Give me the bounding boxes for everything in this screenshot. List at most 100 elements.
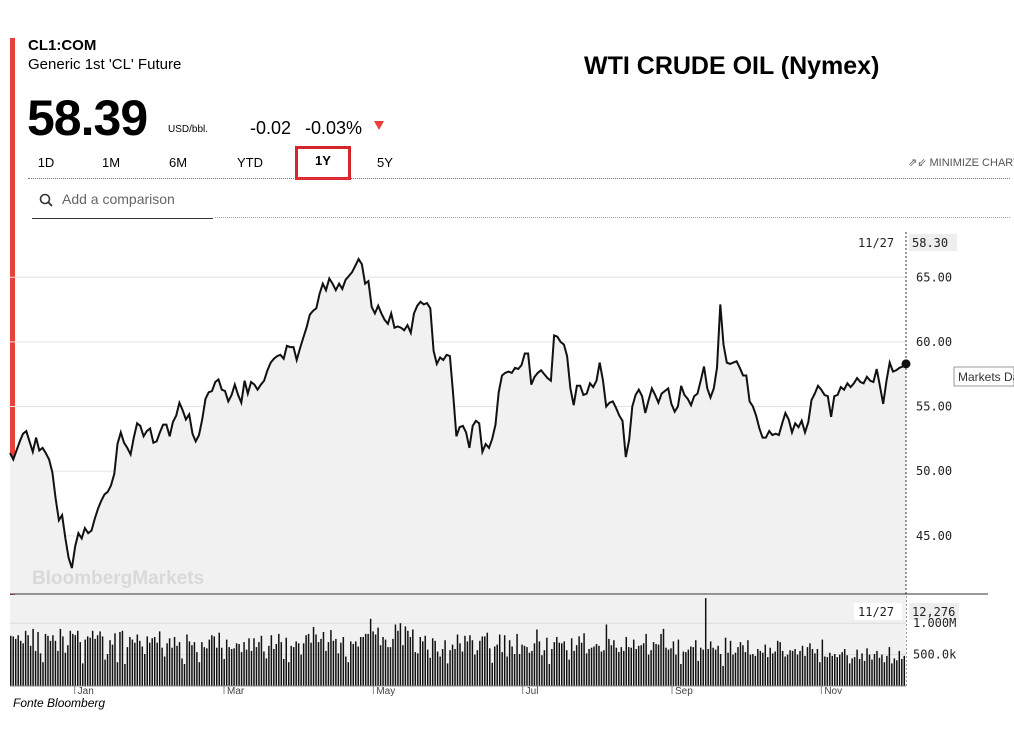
volume-bar [116, 662, 119, 686]
range-tab-5y[interactable]: 5Y [377, 155, 393, 170]
volume-bar [670, 648, 672, 686]
volume-bar [484, 636, 486, 686]
volume-bar [456, 634, 459, 686]
range-tab-6m[interactable]: 6M [168, 155, 188, 170]
volume-bar [148, 642, 151, 686]
volume-bar [332, 640, 335, 686]
price-tick-label: 55.00 [916, 400, 952, 414]
down-arrow-icon [374, 121, 384, 130]
volume-bar [901, 659, 903, 686]
volume-bar [866, 648, 868, 686]
volume-bar [640, 645, 642, 686]
x-tick-label: Jul [526, 686, 539, 697]
volume-bar [377, 627, 379, 686]
volume-bar [84, 639, 86, 686]
volume-bar [551, 649, 553, 686]
range-tab-1d[interactable]: 1D [37, 155, 55, 170]
volume-bar [439, 656, 441, 686]
volume-bar [17, 635, 19, 686]
volume-bar [223, 659, 225, 686]
volume-bar [422, 641, 424, 686]
volume-bar [553, 642, 556, 686]
volume-bar [330, 630, 332, 686]
volume-bar [216, 647, 218, 686]
volume-bar [883, 662, 886, 686]
search-divider [215, 217, 1010, 218]
volume-bar [265, 658, 268, 686]
volume-bar [459, 643, 461, 686]
volume-bar [322, 632, 325, 686]
volume-bar [764, 644, 767, 686]
volume-bar [769, 647, 771, 686]
comparison-search[interactable]: Add a comparison [32, 184, 213, 219]
volume-bar [593, 646, 595, 686]
volume-bar [355, 641, 357, 686]
volume-bar [620, 647, 623, 686]
volume-bar [181, 658, 183, 686]
volume-bar [119, 632, 121, 686]
volume-bar [610, 645, 613, 686]
volume-bar [193, 642, 196, 686]
volume-bar [10, 635, 12, 686]
volume-date-label: 11/27 [858, 605, 894, 619]
volume-bar [863, 660, 866, 686]
volume-bar [352, 644, 355, 686]
price-axis-labels: 65.00 60.00 55.00 50.00 45.00 [916, 270, 952, 543]
volume-bar [369, 618, 372, 686]
accent-bar [10, 38, 15, 600]
volume-bar [893, 658, 896, 686]
volume-bar [742, 645, 744, 686]
last-point-marker [901, 359, 911, 369]
volume-bar [665, 647, 667, 686]
volume-bar [697, 660, 699, 686]
volume-bar [575, 645, 578, 686]
volume-bar [129, 637, 131, 686]
volume-bar [250, 650, 253, 686]
volume-bar [784, 656, 786, 686]
volume-bar [603, 650, 605, 686]
volume-bar [526, 647, 528, 686]
volume-bar [280, 642, 283, 686]
volume-bar [233, 648, 235, 686]
volume-bar [565, 650, 568, 686]
volume-tick-label: 500.0k [913, 648, 957, 662]
volume-bar [776, 640, 779, 686]
volume-bar [717, 645, 719, 686]
volume-bar [878, 657, 881, 686]
volume-bar [523, 645, 526, 686]
volume-bar [699, 647, 702, 686]
volume-bar [722, 665, 724, 686]
volume-bar [374, 634, 377, 686]
date-label-box [854, 234, 902, 251]
volume-bar [340, 642, 342, 686]
volume-bar [248, 638, 250, 686]
volume-bar [106, 654, 109, 686]
volume-bar [513, 654, 516, 686]
volume-bar [628, 647, 630, 686]
volume-bar [578, 636, 580, 686]
volume-bar [54, 640, 57, 686]
volume-bar [382, 637, 384, 686]
volume-bar [121, 630, 124, 686]
volume-bar [260, 635, 263, 686]
volume-bar [297, 643, 300, 686]
volume-bar [27, 635, 29, 686]
last-value: 58.30 [912, 236, 948, 250]
volume-bar [903, 655, 906, 686]
volume-bar [891, 663, 893, 686]
volume-bar [781, 650, 784, 686]
volume-bar [124, 664, 126, 686]
range-tab-ytd[interactable]: YTD [237, 155, 263, 170]
volume-bar [652, 642, 655, 686]
volume-bar [888, 647, 891, 686]
volume-bar [359, 637, 362, 686]
volume-bar [114, 633, 116, 686]
volume-bar [762, 652, 764, 686]
volume-bar [657, 644, 660, 686]
minimize-chart-button[interactable]: ⇗⇙ MINIMIZE CHART [908, 156, 1014, 169]
volume-bar [89, 637, 91, 686]
volume-bar [19, 640, 22, 686]
volume-bar [350, 641, 352, 686]
volume-bar [414, 652, 417, 686]
range-tab-1m[interactable]: 1M [101, 155, 121, 170]
